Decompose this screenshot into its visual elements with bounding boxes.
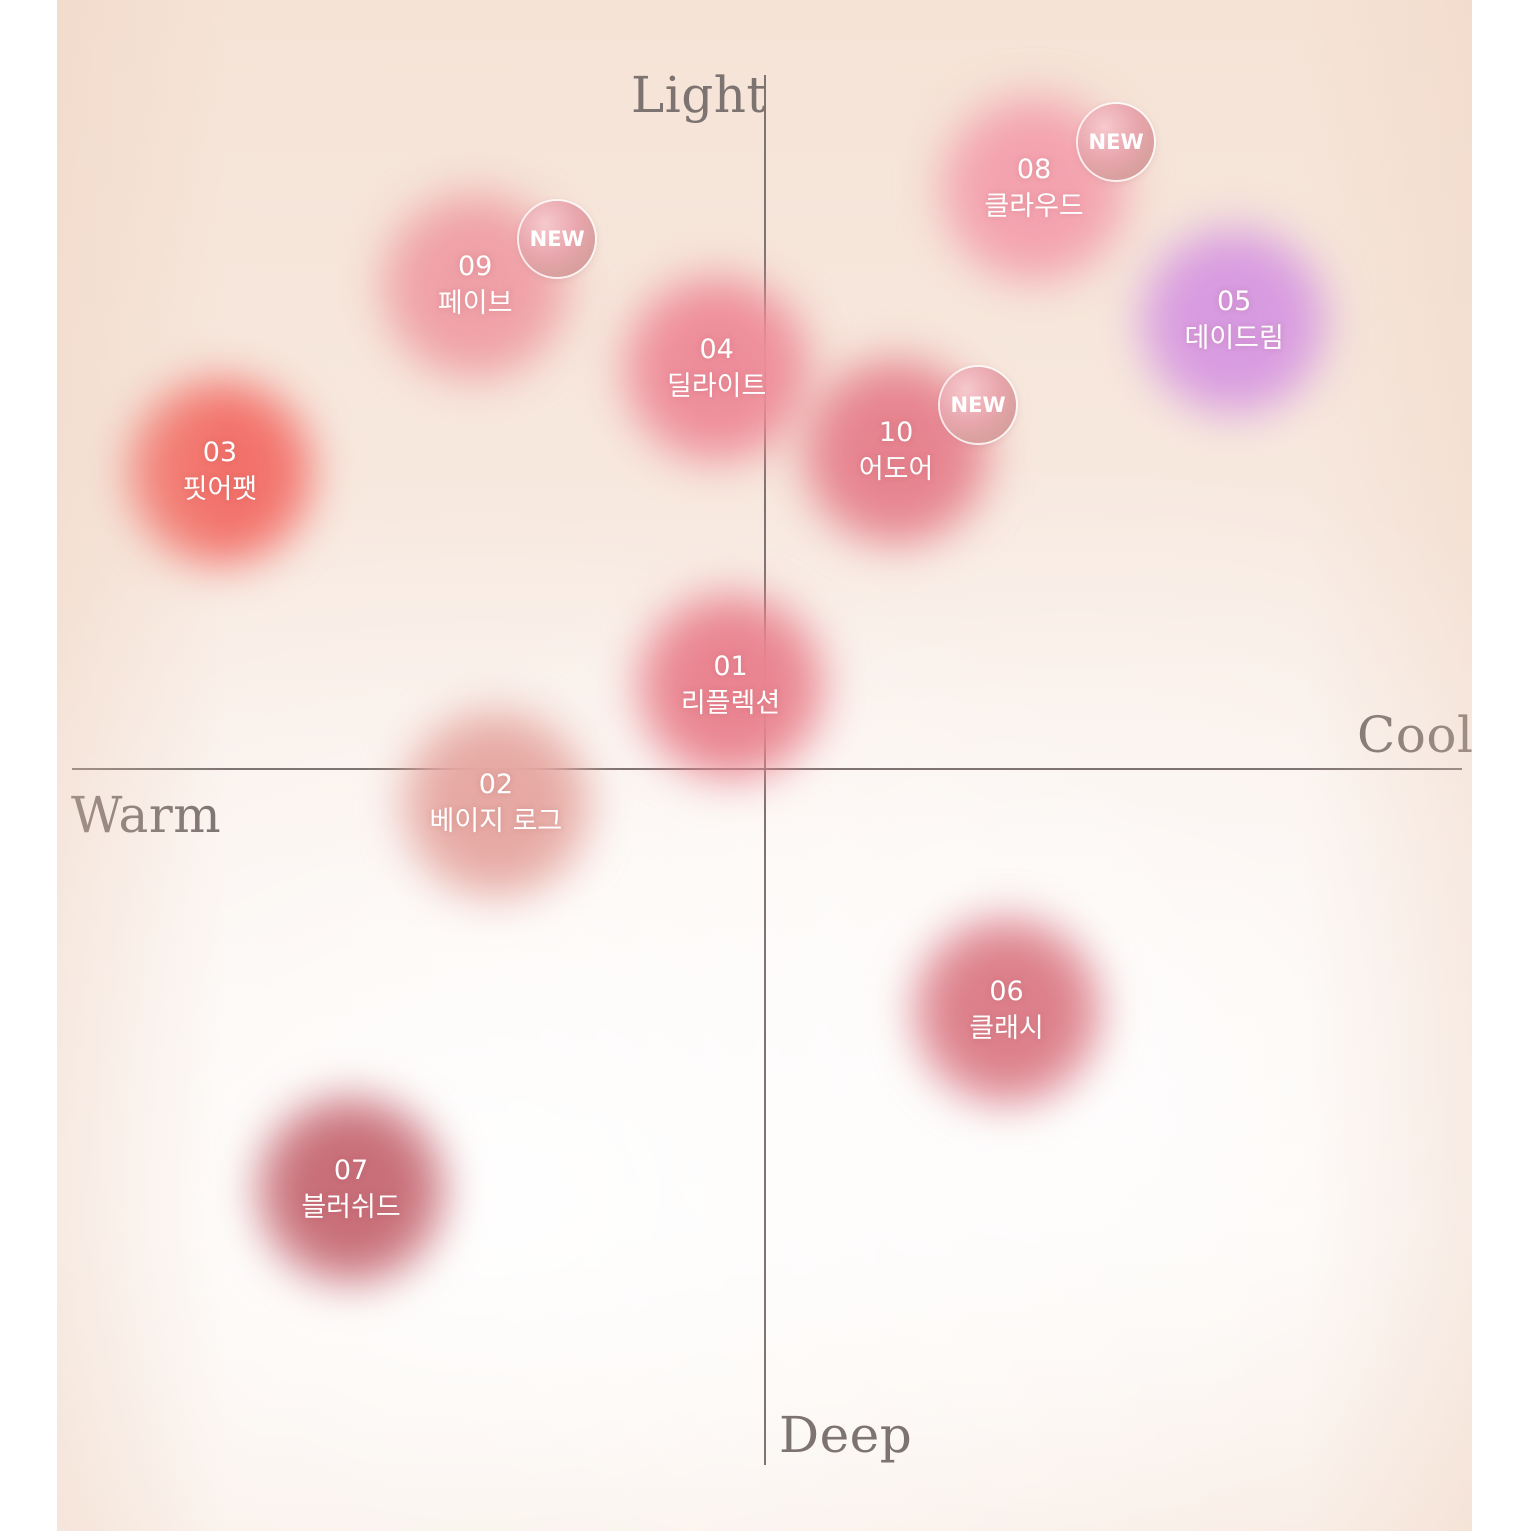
shade-label-03: 03 핏어팻 bbox=[120, 434, 320, 508]
shade-label-05: 05 데이드림 bbox=[1134, 283, 1334, 357]
shade-number: 01 bbox=[713, 651, 748, 683]
shade-number: 05 bbox=[1217, 285, 1252, 317]
shade-point-02 bbox=[397, 705, 594, 902]
shade-number: 09 bbox=[458, 251, 493, 282]
axis-label-cool: Cool bbox=[1357, 706, 1472, 764]
shade-name: 어도어 bbox=[858, 453, 934, 485]
shade-number: 07 bbox=[333, 1154, 369, 1186]
chart-area: Light Deep Warm Cool 01 리플렉션 02 베이지 로그 03 핏어팻… bbox=[57, 0, 1472, 1531]
shade-name: 베이지 로그 bbox=[429, 805, 563, 837]
shade-name: 핏어팻 bbox=[182, 474, 258, 506]
shade-number: 04 bbox=[699, 333, 734, 365]
shade-number: 10 bbox=[878, 416, 914, 448]
shade-point-04 bbox=[618, 270, 815, 467]
axis-label-light: Light bbox=[631, 66, 767, 124]
shade-number: 03 bbox=[202, 437, 238, 469]
shade-label-06: 06 클래시 bbox=[907, 973, 1107, 1047]
shade-label-01: 01 리플렉션 bbox=[631, 648, 831, 722]
shade-name: 페이브 bbox=[437, 288, 513, 319]
shade-point-01 bbox=[632, 588, 829, 785]
shade-point-05 bbox=[1136, 222, 1333, 419]
shade-label-10: 10 어도어 bbox=[796, 414, 996, 488]
shade-point-06 bbox=[908, 912, 1105, 1109]
shade-number: 02 bbox=[478, 768, 514, 800]
new-badge-08: NEW bbox=[1078, 104, 1155, 181]
shade-number: 08 bbox=[1016, 154, 1052, 186]
new-badge-09: NEW bbox=[519, 201, 596, 277]
shade-name: 딜라이트 bbox=[667, 370, 767, 402]
shade-label-09: 09 페이브 bbox=[375, 248, 575, 322]
shade-label-07: 07 블러쉬드 bbox=[251, 1152, 451, 1226]
shade-name: 데이드림 bbox=[1184, 322, 1284, 354]
shade-label-04: 04 딜라이트 bbox=[617, 331, 817, 405]
shade-number: 06 bbox=[989, 975, 1024, 1007]
shade-label-02: 02 베이지 로그 bbox=[396, 766, 596, 840]
shade-name: 블러쉬드 bbox=[301, 1191, 401, 1223]
shade-name: 리플렉션 bbox=[680, 688, 781, 720]
shade-name: 클래시 bbox=[969, 1012, 1044, 1044]
axis-label-deep: Deep bbox=[779, 1406, 913, 1464]
shade-point-03 bbox=[121, 374, 318, 571]
shade-point-07 bbox=[253, 1091, 449, 1288]
new-badge-10: NEW bbox=[940, 366, 1017, 443]
shade-name: 클라우드 bbox=[984, 191, 1084, 223]
axis-label-warm: Warm bbox=[71, 786, 222, 844]
shade-label-08: 08 클라우드 bbox=[934, 151, 1134, 225]
